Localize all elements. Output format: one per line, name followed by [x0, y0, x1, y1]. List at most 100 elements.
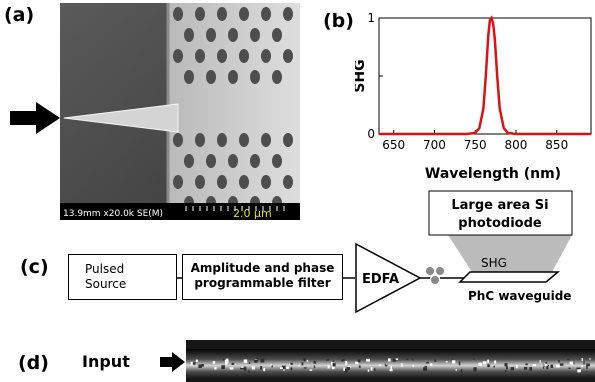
phc-hole [261, 133, 271, 147]
speckle-dot [313, 365, 316, 369]
input-arrow-a [10, 102, 60, 134]
speckle-dot [271, 365, 273, 368]
speckle-dot [255, 358, 259, 360]
shg-series-line [379, 15, 591, 136]
speckle-dot [344, 368, 348, 373]
speckle-dot [384, 363, 386, 367]
speckle-dot [493, 365, 495, 368]
speckle-dot [515, 364, 518, 369]
panel-label-c: (c) [20, 256, 49, 278]
sem-scale-label: 2.0 µm [233, 207, 272, 220]
speckle-dot [412, 364, 414, 367]
speckle-dot [270, 364, 272, 366]
speckle-dot [223, 358, 225, 361]
phc-hole [283, 133, 293, 147]
speckle-dot [301, 362, 304, 366]
phc-hole [283, 175, 293, 189]
speckle-dot [212, 361, 216, 364]
speckle-dot [195, 359, 198, 363]
speckle-dot [325, 359, 330, 361]
speckle-dot [524, 366, 528, 370]
phc-hole [250, 70, 260, 84]
filter-line1: Amplitude and phase [190, 261, 335, 275]
speckle-dot [367, 369, 370, 372]
speckle-dot [426, 362, 430, 364]
speckle-dot [327, 364, 330, 369]
phc-hole [184, 28, 194, 42]
pulsed-source-line1: Pulsed [85, 262, 125, 276]
speckle-dot [546, 366, 549, 370]
pulsed-source-line2: Source [85, 277, 127, 291]
y-tick-label: 0 [367, 127, 375, 141]
speckle-dot [406, 358, 409, 361]
phc-hole [206, 28, 216, 42]
sem-info-text: 13.9mm x20.0k SE(M) [63, 209, 163, 219]
phc-hole [217, 133, 227, 147]
speckle-dot [289, 363, 291, 366]
speckle-dot [260, 366, 263, 370]
phc-hole [184, 70, 194, 84]
phc-hole [228, 28, 238, 42]
speckle-dot [386, 364, 388, 367]
phc-hole [239, 175, 249, 189]
speckle-dot [411, 358, 414, 361]
speckle-dot [577, 369, 581, 373]
speckle-dot [224, 359, 227, 364]
speckle-dot [306, 359, 309, 362]
waveguide-label: PhC waveguide [468, 289, 571, 303]
x-tick-label: 850 [545, 138, 568, 152]
speckle-dot [313, 360, 317, 364]
speckle-dot [423, 367, 428, 371]
speckle-dot [243, 366, 247, 371]
phc-hole [173, 7, 183, 21]
speckle-dot [332, 362, 336, 367]
speckle-dot [510, 367, 515, 371]
phc-waveguide-chip [458, 271, 561, 283]
speckle-dot [460, 369, 463, 373]
speckle-dot [455, 369, 457, 371]
speckle-dot [229, 367, 234, 370]
phc-hole [195, 49, 205, 63]
phc-hole [217, 175, 227, 189]
speckle-dot [542, 366, 545, 369]
speckle-dot [279, 367, 284, 369]
speckle-dot [226, 358, 229, 362]
x-tick-label: 700 [423, 138, 446, 152]
speckle-dot [472, 358, 475, 360]
speckle-dot [331, 365, 335, 370]
speckle-dot [390, 365, 392, 370]
phc-hole [173, 133, 183, 147]
speckle-dot [487, 359, 490, 363]
phc-hole [206, 154, 216, 168]
scale-ticks [185, 206, 285, 211]
phc-hole [228, 154, 238, 168]
phc-hole [261, 175, 271, 189]
phc-hole [261, 7, 271, 21]
phc-hole [217, 49, 227, 63]
phc-hole [195, 133, 205, 147]
speckle-dot [358, 365, 361, 368]
phc-hole [272, 28, 282, 42]
speckle-dot [355, 361, 359, 365]
speckle-dot [430, 363, 433, 366]
panel-label-b: (b) [323, 10, 354, 32]
phc-hole [283, 7, 293, 21]
phc-hole [173, 175, 183, 189]
speckle-dot [583, 361, 585, 365]
speckle-dot [567, 359, 570, 361]
speckle-dot [392, 358, 397, 362]
speckle-dot [227, 359, 229, 363]
phc-hole [250, 154, 260, 168]
speckle-dot [374, 368, 376, 371]
edfa-label: EDFA [362, 272, 399, 287]
y-axis-label: SHG [355, 59, 368, 92]
speckle-dot [401, 363, 403, 367]
phc-hole [206, 70, 216, 84]
phc-hole [272, 70, 282, 84]
speckle-dot [555, 364, 560, 368]
speckle-dot [395, 358, 398, 360]
speckle-dot [482, 361, 487, 365]
speckle-dot [478, 362, 483, 366]
speckle-dot [569, 361, 574, 365]
shg-spectrum-chart: 650 700 750 800 850 0 1 SHG Wavelength (nm) [355, 11, 592, 182]
